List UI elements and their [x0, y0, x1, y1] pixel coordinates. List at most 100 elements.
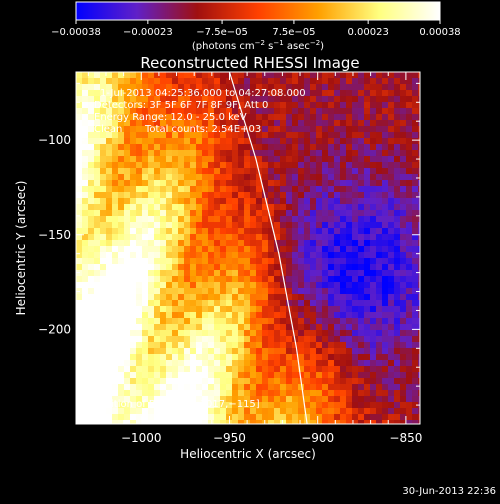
heatmap-cell	[316, 78, 323, 85]
heatmap-cell	[262, 96, 269, 103]
heatmap-cell	[262, 156, 269, 163]
heatmap-cell	[244, 84, 251, 91]
heatmap-cell	[118, 204, 125, 211]
heatmap-cell	[400, 144, 407, 151]
heatmap-cell	[112, 366, 119, 373]
heatmap-cell	[184, 174, 191, 181]
heatmap-cell	[328, 282, 335, 289]
heatmap-cell	[118, 216, 125, 223]
heatmap-cell	[172, 84, 179, 91]
heatmap-cell	[328, 366, 335, 373]
heatmap-cell	[322, 342, 329, 349]
heatmap-cell	[388, 264, 395, 271]
heatmap-cell	[304, 252, 311, 259]
heatmap-cell	[328, 414, 335, 421]
heatmap-cell	[238, 294, 245, 301]
heatmap-cell	[310, 396, 317, 403]
heatmap-cell	[388, 252, 395, 259]
heatmap-cell	[358, 252, 365, 259]
heatmap-cell	[226, 138, 233, 145]
heatmap-cell	[190, 360, 197, 367]
heatmap-cell	[148, 156, 155, 163]
heatmap-cell	[100, 156, 107, 163]
heatmap-cell	[376, 294, 383, 301]
heatmap-cell	[358, 312, 365, 319]
heatmap-cell	[382, 144, 389, 151]
heatmap-cell	[274, 258, 281, 265]
heatmap-cell	[190, 144, 197, 151]
heatmap-cell	[154, 258, 161, 265]
heatmap-cell	[346, 96, 353, 103]
heatmap-cell	[82, 420, 89, 424]
heatmap-cell	[340, 342, 347, 349]
heatmap-cell	[352, 102, 359, 109]
heatmap-cell	[124, 126, 131, 133]
heatmap-cell	[328, 240, 335, 247]
heatmap-cell	[190, 126, 197, 133]
heatmap-cell	[316, 318, 323, 325]
heatmap-cell	[352, 300, 359, 307]
heatmap-cell	[220, 348, 227, 355]
heatmap-cell	[190, 222, 197, 229]
heatmap-cell	[178, 222, 185, 229]
heatmap-cell	[196, 102, 203, 109]
heatmap-cell	[166, 402, 173, 409]
heatmap-cell	[256, 294, 263, 301]
heatmap-cell	[292, 162, 299, 169]
heatmap-cell	[244, 150, 251, 157]
heatmap-cell	[328, 90, 335, 97]
heatmap-cell	[202, 192, 209, 199]
heatmap-cell	[208, 84, 215, 91]
heatmap-cell	[154, 114, 161, 121]
heatmap-cell	[262, 288, 269, 295]
heatmap-cell	[316, 120, 323, 127]
heatmap-cell	[208, 234, 215, 241]
heatmap-cell	[256, 246, 263, 253]
heatmap-cell	[286, 282, 293, 289]
heatmap-cell	[124, 162, 131, 169]
heatmap-cell	[148, 210, 155, 217]
heatmap-cell	[292, 348, 299, 355]
heatmap-cell	[346, 204, 353, 211]
heatmap-cell	[244, 354, 251, 361]
heatmap-cell	[334, 336, 341, 343]
heatmap-cell	[136, 144, 143, 151]
heatmap-cell	[154, 210, 161, 217]
heatmap-cell	[202, 96, 209, 103]
heatmap-cell	[400, 264, 407, 271]
heatmap-cell	[160, 402, 167, 409]
heatmap-cell	[208, 324, 215, 331]
heatmap-cell	[154, 312, 161, 319]
heatmap-cell	[322, 288, 329, 295]
heatmap-cell	[388, 132, 395, 139]
heatmap-cell	[232, 114, 239, 121]
heatmap-cell	[172, 156, 179, 163]
heatmap-cell	[298, 396, 305, 403]
heatmap-cell	[340, 276, 347, 283]
heatmap-cell	[394, 168, 401, 175]
heatmap-cell	[322, 78, 329, 85]
heatmap-cell	[394, 396, 401, 403]
heatmap-cell	[88, 144, 95, 151]
heatmap-cell	[406, 90, 413, 97]
heatmap-cell	[358, 162, 365, 169]
heatmap-cell	[238, 144, 245, 151]
heatmap-cell	[94, 168, 101, 175]
heatmap-cell	[280, 168, 287, 175]
heatmap-cell	[262, 132, 269, 139]
heatmap-cell	[238, 84, 245, 91]
heatmap-cell	[226, 312, 233, 319]
heatmap-cell	[376, 360, 383, 367]
heatmap-cell	[364, 126, 371, 133]
heatmap-cell	[298, 408, 305, 415]
heatmap-cell	[220, 270, 227, 277]
heatmap-cell	[160, 168, 167, 175]
heatmap-cell	[274, 78, 281, 85]
heatmap-cell	[196, 390, 203, 397]
heatmap-cell	[256, 204, 263, 211]
heatmap-cell	[136, 138, 143, 145]
heatmap-cell	[220, 324, 227, 331]
heatmap-cell	[232, 330, 239, 337]
heatmap-cell	[328, 126, 335, 133]
heatmap-cell	[394, 216, 401, 223]
